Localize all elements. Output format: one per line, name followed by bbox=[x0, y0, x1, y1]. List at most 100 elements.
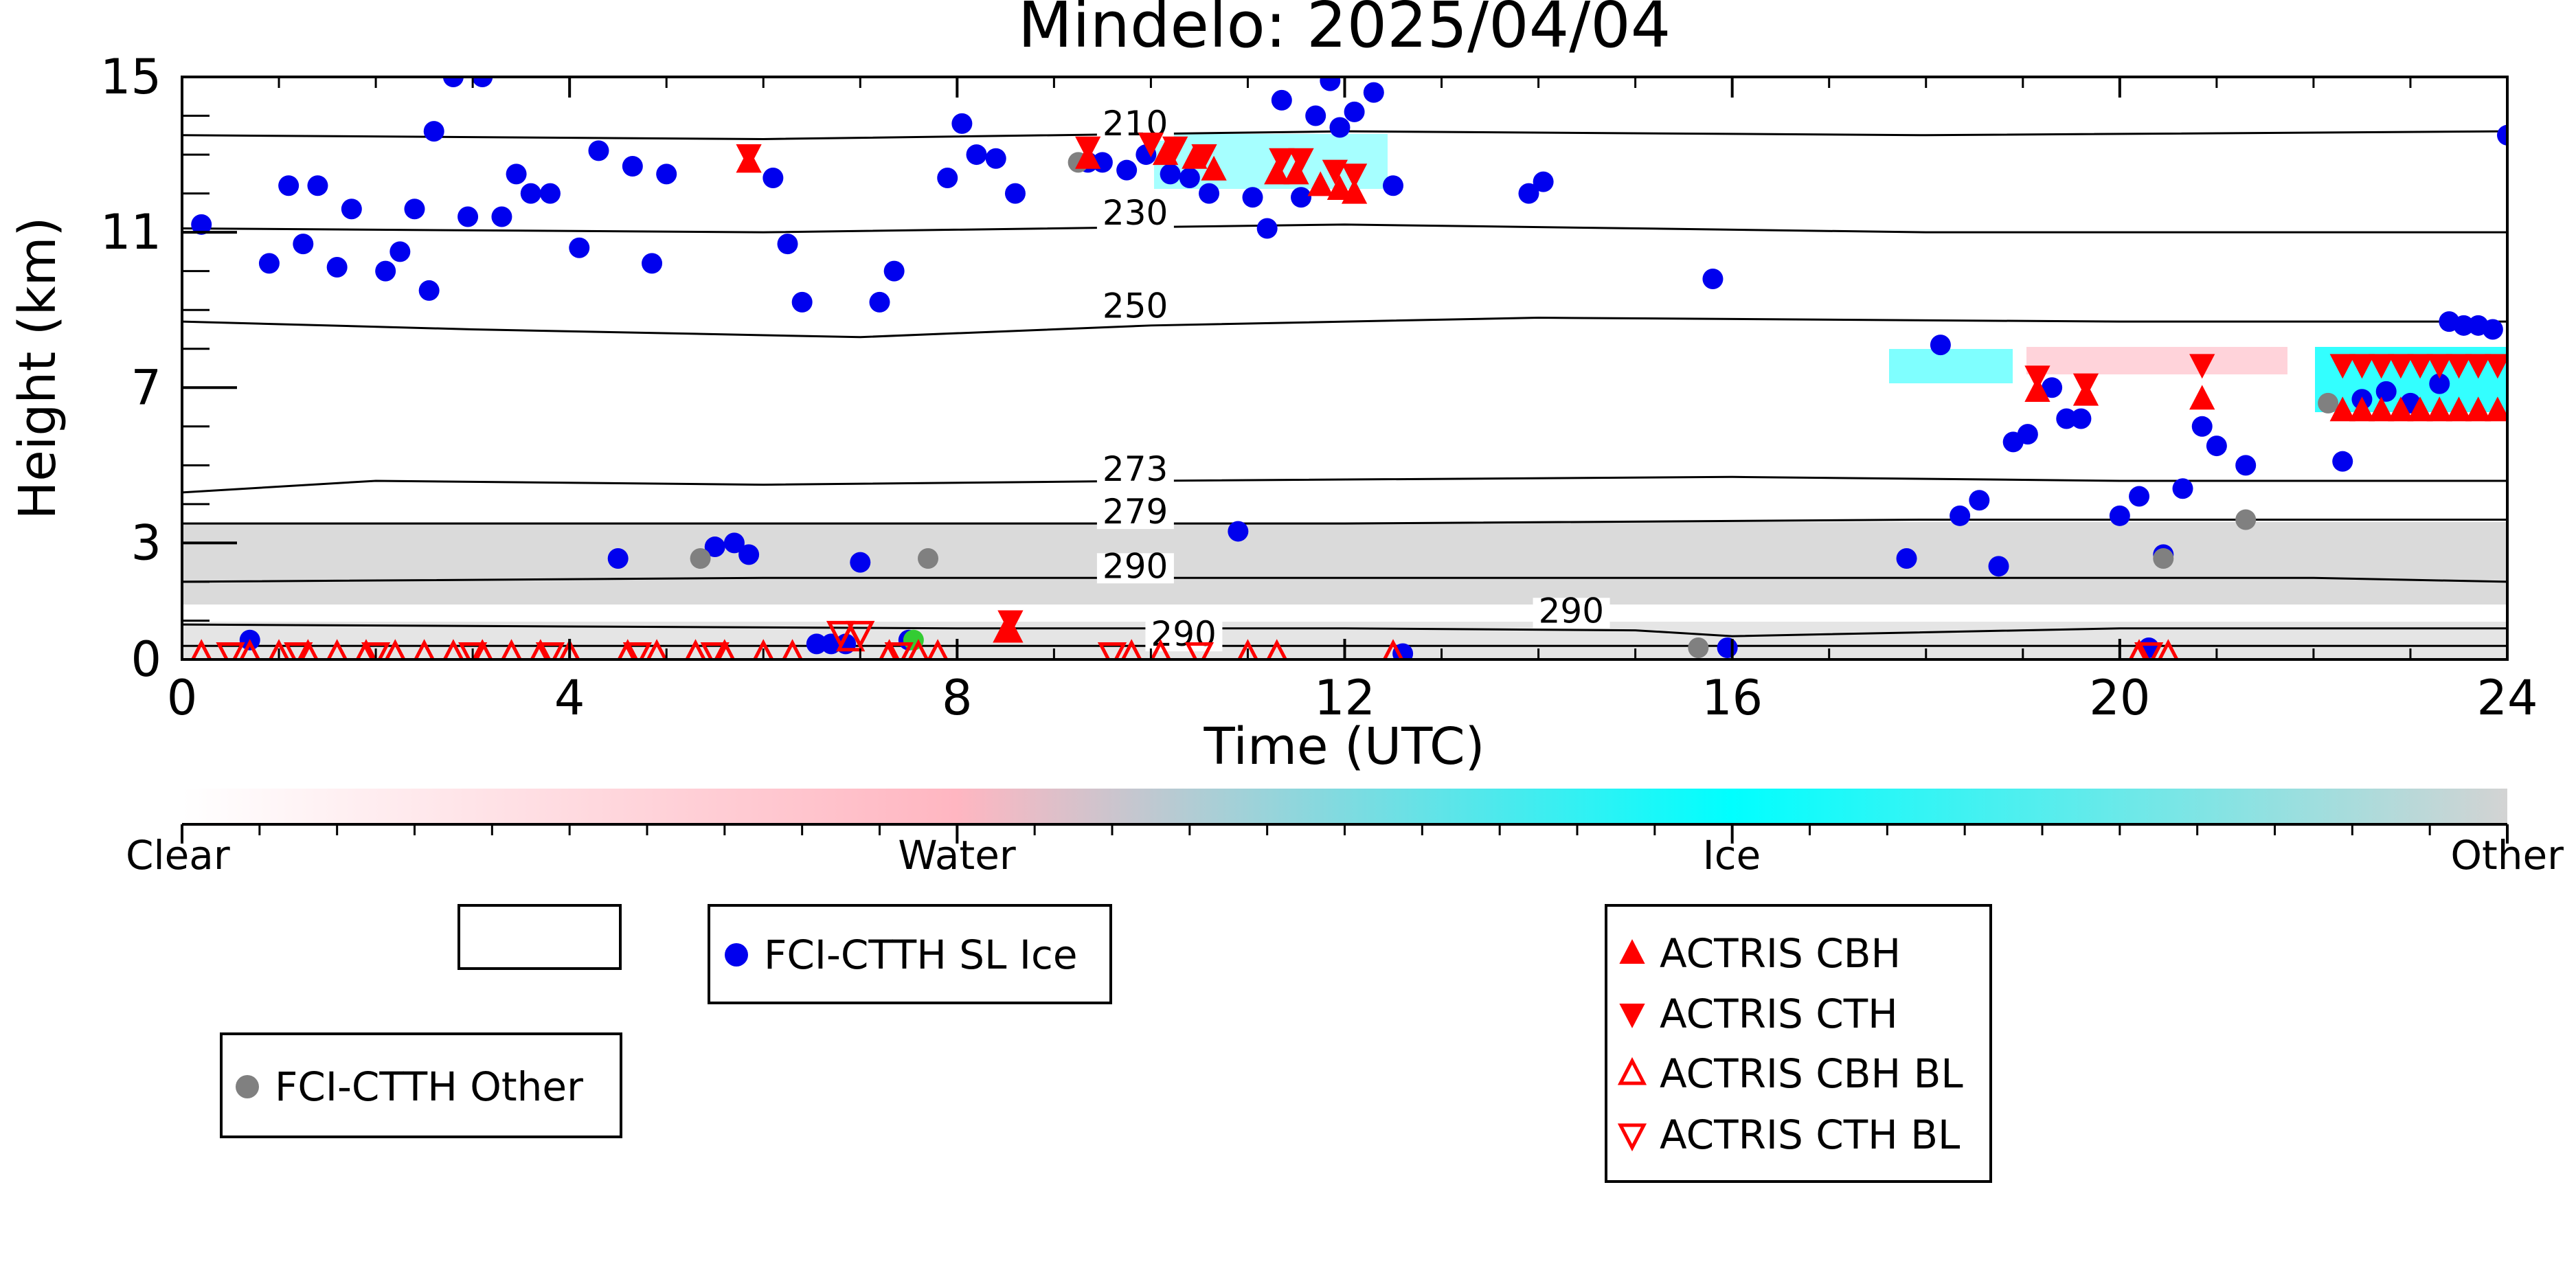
data-point bbox=[918, 548, 939, 569]
data-point bbox=[491, 206, 512, 227]
data-point bbox=[2329, 354, 2355, 379]
data-point bbox=[2332, 451, 2353, 472]
data-point bbox=[361, 642, 391, 659]
data-point bbox=[1184, 642, 1214, 659]
data-point bbox=[1320, 77, 1341, 91]
data-point bbox=[762, 167, 784, 188]
data-point bbox=[2056, 408, 2077, 429]
legend-box-other bbox=[220, 1032, 622, 1138]
data-point bbox=[879, 639, 901, 659]
data-point bbox=[1271, 89, 1292, 111]
isotherm-label: 250 bbox=[1103, 286, 1168, 326]
data-point bbox=[1291, 187, 1312, 208]
x-tick-label: 24 bbox=[2476, 670, 2538, 726]
boundary-layer-band bbox=[182, 522, 2507, 605]
data-point bbox=[2172, 478, 2193, 499]
legend-marker bbox=[1617, 1057, 1647, 1085]
data-point bbox=[1228, 521, 1249, 542]
data-point bbox=[216, 642, 245, 659]
data-point bbox=[355, 639, 377, 659]
data-point bbox=[2042, 377, 2063, 398]
isotherm-line bbox=[182, 623, 2507, 637]
data-point bbox=[1236, 639, 1258, 659]
data-point bbox=[1160, 163, 1181, 185]
data-point bbox=[642, 253, 663, 274]
data-point bbox=[777, 234, 798, 255]
data-point bbox=[1256, 218, 1278, 239]
data-point bbox=[539, 183, 561, 204]
data-point bbox=[826, 620, 856, 649]
data-point bbox=[2191, 416, 2213, 437]
legends: FCI-CTTH SL Ice FCI-CTTH Other ACTRIS CBH A… bbox=[220, 904, 1992, 1183]
data-point bbox=[1199, 183, 1220, 204]
data-point bbox=[2129, 486, 2150, 507]
data-point bbox=[2453, 315, 2474, 336]
data-point bbox=[607, 548, 629, 569]
data-point bbox=[2368, 396, 2395, 422]
series-6 bbox=[216, 620, 2164, 659]
data-point bbox=[520, 183, 541, 204]
data-point bbox=[190, 639, 212, 659]
data-point bbox=[1266, 639, 1288, 659]
data-point bbox=[588, 140, 609, 161]
data-point bbox=[2388, 396, 2414, 422]
x-axis-label: Time (UTC) bbox=[1203, 717, 1484, 776]
data-point bbox=[404, 199, 425, 220]
data-point bbox=[1326, 175, 1353, 200]
data-point bbox=[2134, 642, 2164, 659]
data-point bbox=[326, 257, 348, 278]
data-point bbox=[2206, 436, 2227, 457]
data-point bbox=[2017, 424, 2038, 445]
data-point bbox=[1363, 82, 1384, 103]
data-point bbox=[2153, 548, 2174, 569]
data-point bbox=[501, 639, 523, 659]
data-point bbox=[2465, 396, 2492, 422]
data-point bbox=[457, 206, 479, 227]
data-point bbox=[1688, 637, 1709, 659]
data-point bbox=[1191, 144, 1217, 169]
y-tick-label: 15 bbox=[100, 49, 161, 105]
cloud-mask-layer bbox=[182, 134, 2507, 659]
data-point bbox=[414, 639, 436, 659]
data-point bbox=[1150, 639, 1171, 659]
data-point bbox=[806, 633, 827, 655]
data-point bbox=[2235, 455, 2257, 476]
colorbar-label: Other bbox=[2450, 832, 2564, 879]
data-markers bbox=[190, 77, 2507, 659]
data-point bbox=[1179, 167, 1200, 188]
data-point bbox=[2189, 385, 2215, 410]
data-point bbox=[558, 639, 580, 659]
data-point bbox=[1283, 159, 1309, 185]
colorbar-label: Clear bbox=[126, 832, 230, 879]
data-point bbox=[1269, 148, 1295, 173]
isotherm-label: 290 bbox=[1151, 614, 1216, 654]
legend-entry: FCI-CTTH SL Ice bbox=[725, 931, 1078, 978]
data-point bbox=[442, 639, 464, 659]
data-point bbox=[617, 639, 639, 659]
data-point bbox=[738, 544, 760, 565]
data-point bbox=[1988, 556, 2009, 577]
data-point bbox=[690, 548, 711, 569]
data-point bbox=[1097, 642, 1127, 659]
data-point bbox=[884, 642, 914, 659]
data-point bbox=[2388, 354, 2414, 379]
x-tick-label: 4 bbox=[554, 670, 585, 726]
data-point bbox=[1392, 643, 1414, 659]
data-point bbox=[997, 610, 1024, 635]
isotherm-label: 279 bbox=[1103, 492, 1168, 532]
data-point bbox=[2349, 354, 2375, 379]
data-point bbox=[850, 552, 871, 573]
data-point bbox=[1717, 637, 1738, 659]
legend-label: ACTRIS CBH BL bbox=[1660, 1050, 1963, 1097]
data-point bbox=[700, 642, 730, 659]
data-point bbox=[2349, 396, 2375, 422]
legend-label: FCI-CTTH Other bbox=[275, 1063, 583, 1110]
colorbar-label: Water bbox=[898, 832, 1016, 879]
x-tick-label: 0 bbox=[167, 670, 198, 726]
data-point bbox=[646, 639, 668, 659]
colorbar-ticks bbox=[181, 824, 2509, 844]
data-point bbox=[2407, 396, 2433, 422]
isotherm-label-bg bbox=[1096, 199, 1174, 230]
data-point bbox=[656, 163, 677, 185]
data-point bbox=[284, 642, 313, 659]
